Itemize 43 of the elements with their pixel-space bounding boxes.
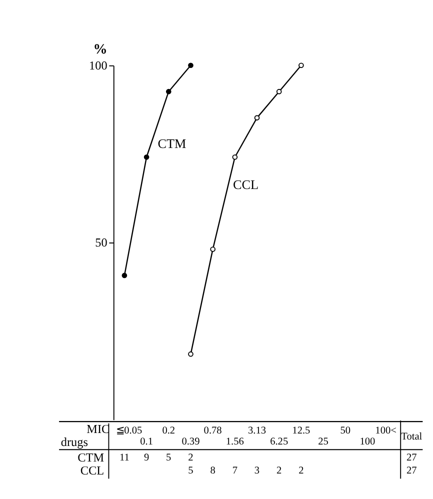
series-label: CTM [158, 136, 187, 151]
x-tick-label: 50 [340, 426, 351, 437]
x-tick-label: 0.39 [182, 436, 200, 448]
y-axis-title: % [93, 42, 108, 58]
x-axis-title: MIC [86, 422, 110, 436]
x-tick-label: 0.1 [140, 436, 153, 448]
x-tick-label: 0.78 [204, 426, 222, 437]
text: CTM [78, 450, 104, 464]
series-label: CCL [233, 176, 259, 192]
point [188, 62, 194, 68]
text: 5 [188, 466, 194, 477]
point [276, 88, 282, 94]
point [298, 62, 304, 68]
text: 9 [144, 452, 150, 464]
x-tick-label: 12.5 [292, 426, 310, 437]
x-tick-label: 25 [318, 436, 328, 448]
text: 11 [119, 452, 130, 464]
x-tick-label: 6.25 [270, 436, 288, 448]
text: drugs [60, 435, 88, 450]
point [210, 246, 216, 252]
text: 27 [406, 466, 417, 477]
point [122, 272, 128, 278]
text: 3 [254, 466, 260, 477]
x-tick-label: 100< [375, 426, 397, 437]
x-tick-label: 1.56 [226, 436, 244, 448]
text: CCL [80, 463, 104, 478]
x-tick-label: 3.13 [248, 426, 266, 437]
point [232, 154, 238, 160]
text: 2 [188, 452, 194, 464]
text: 27 [406, 452, 417, 464]
text: 2 [298, 466, 304, 477]
point [254, 115, 260, 120]
text: 2 [276, 466, 282, 477]
point [144, 154, 150, 160]
text: 7 [232, 466, 238, 477]
text: Total [401, 431, 422, 442]
point [166, 88, 172, 94]
point [188, 351, 194, 357]
x-tick-label: 100 [360, 436, 376, 448]
text: 5 [166, 452, 172, 464]
text: 8 [210, 466, 216, 477]
x-tick-label: 0.2 [162, 426, 176, 437]
x-tick-label: ≦0.05 [116, 426, 142, 437]
